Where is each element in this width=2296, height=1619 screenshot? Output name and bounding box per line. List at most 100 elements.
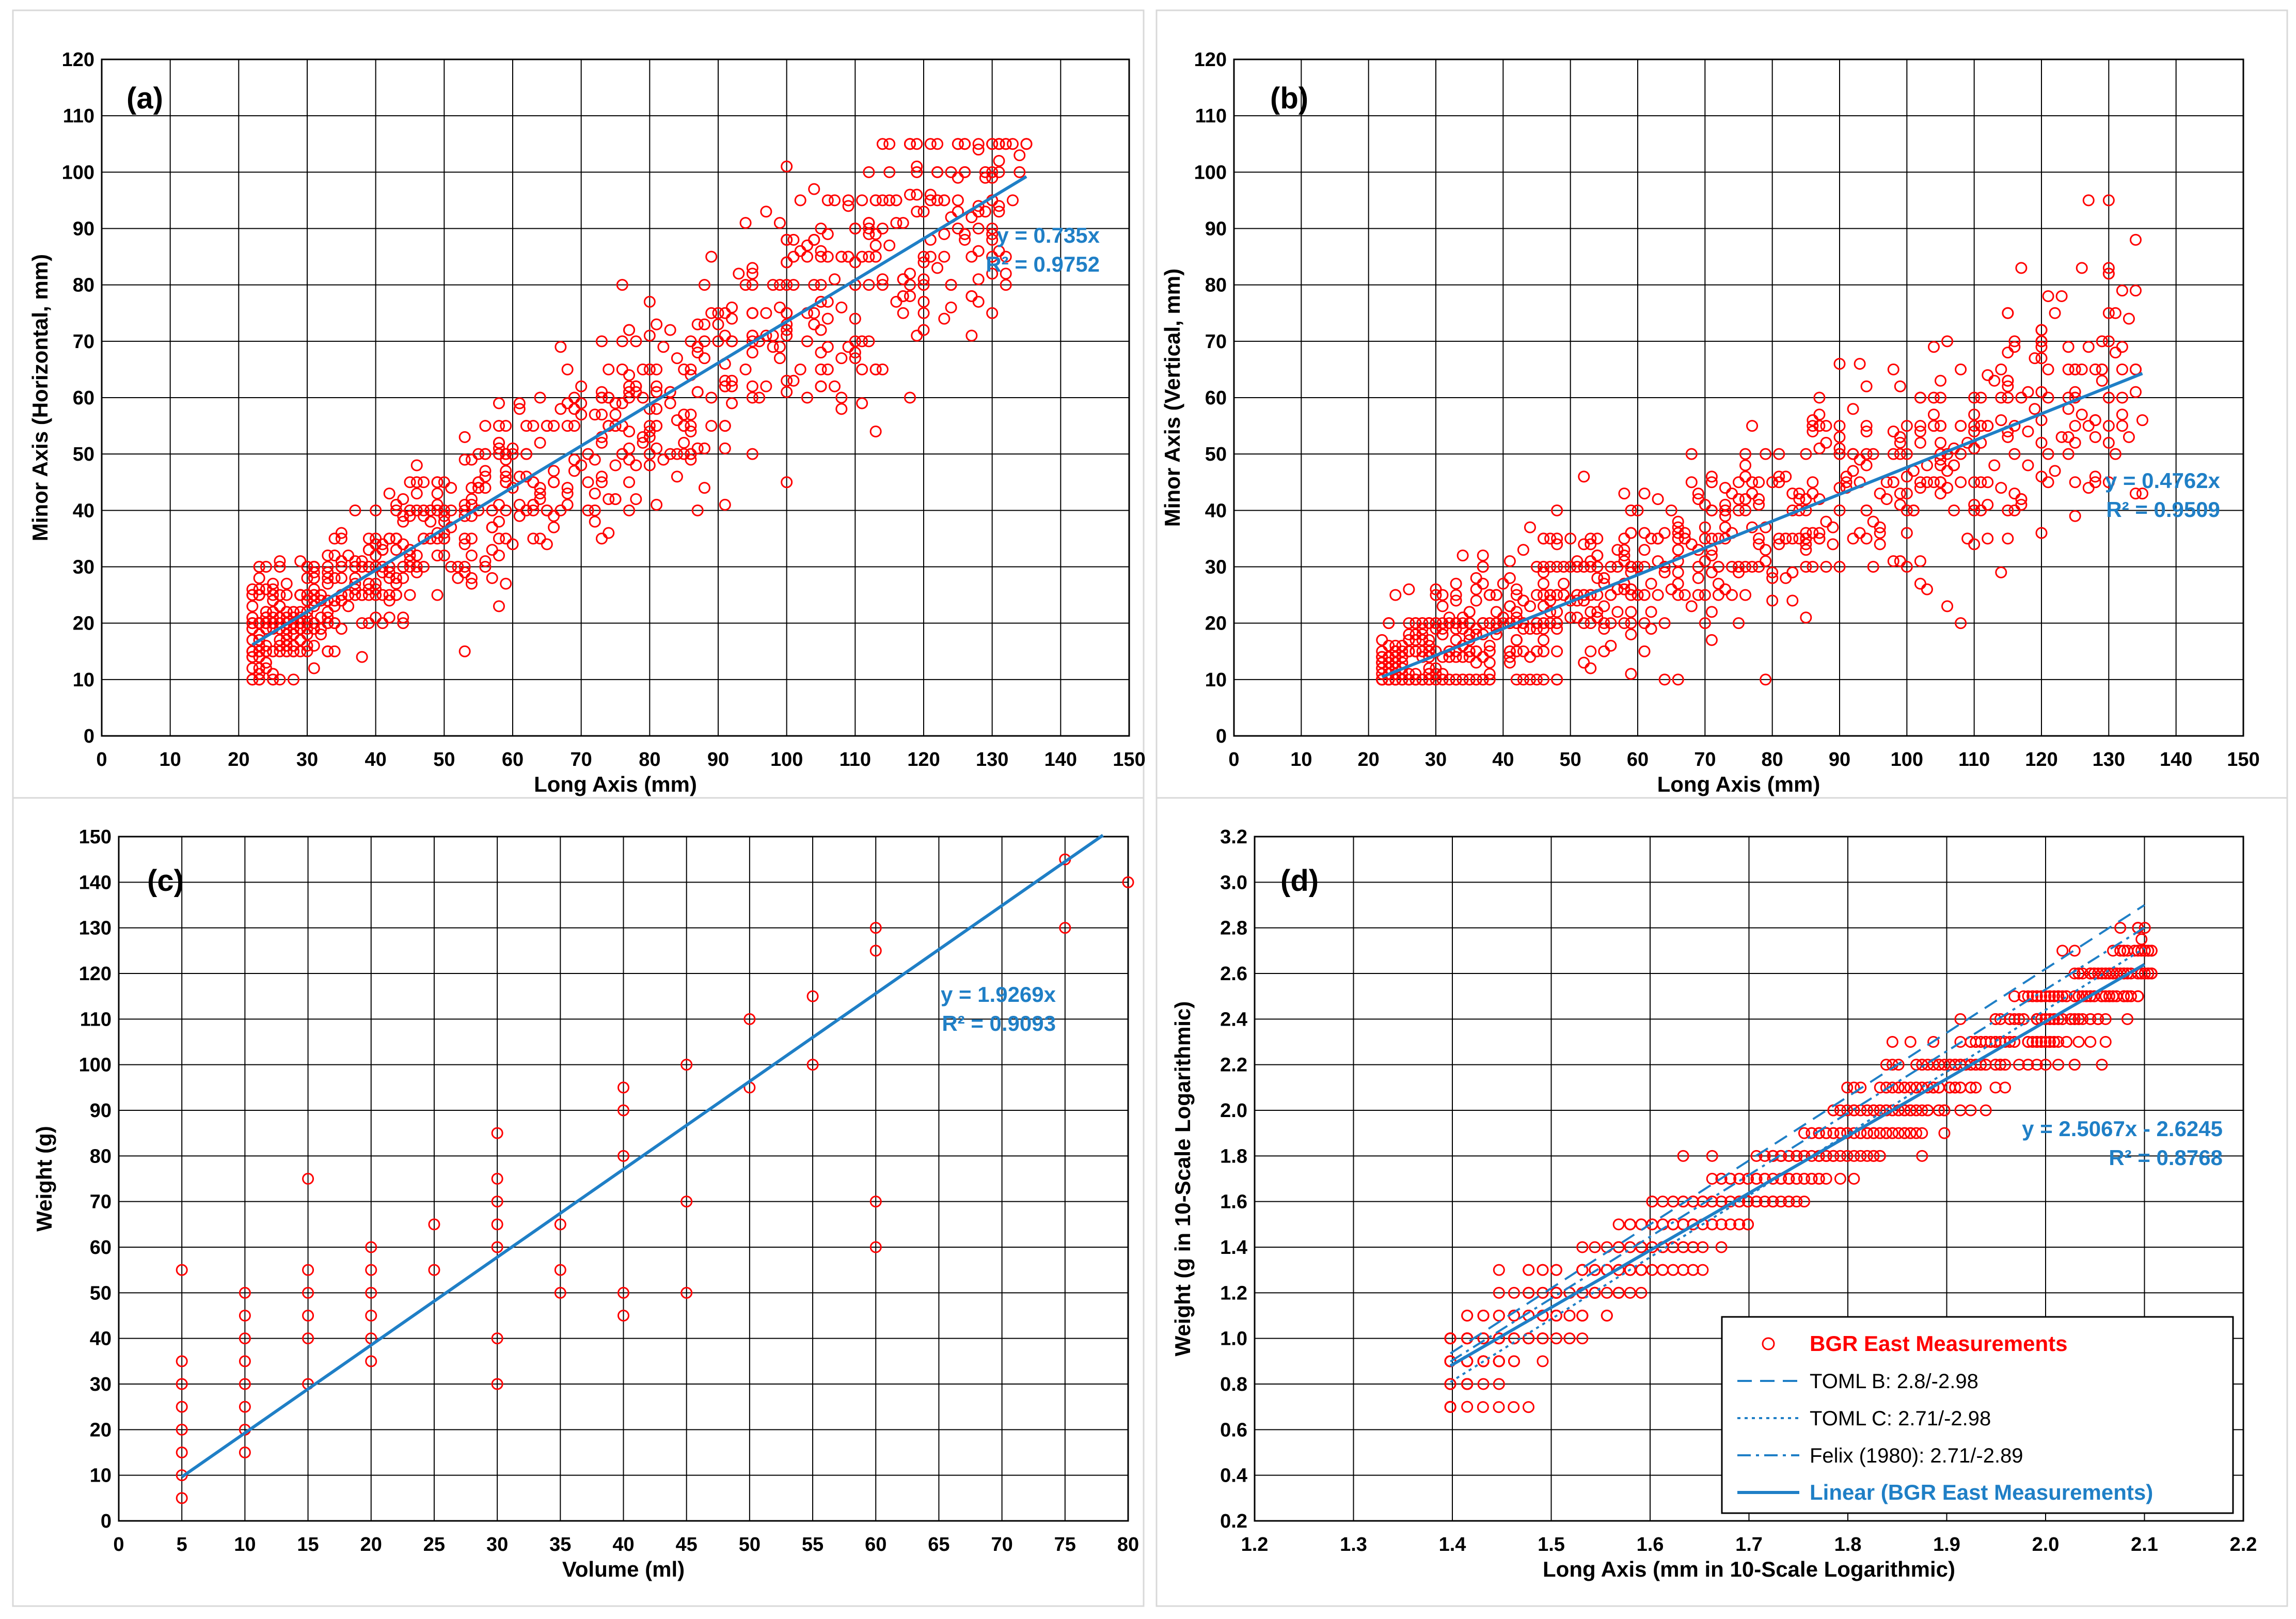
chart-1-data-point	[1544, 561, 1557, 573]
chart-1-data-point	[1598, 572, 1610, 584]
chart-1-data-point	[1719, 498, 1731, 511]
chart-3-data-point	[1841, 1104, 1854, 1117]
chart-1-data-point	[1813, 527, 1826, 539]
chart-1-data-point	[2109, 448, 2121, 460]
chart-2-data-point	[1122, 876, 1134, 888]
chart-1-data-point	[2082, 194, 2095, 207]
chart-0-data-point	[726, 380, 738, 392]
chart-0-data-point	[486, 544, 498, 556]
chart-1-data-point	[1538, 532, 1550, 545]
chart-3-data-point	[2056, 990, 2069, 1002]
chart-2-ytick-label: 30	[90, 1374, 112, 1395]
chart-1-equation: y = 0.4762x	[2105, 468, 2221, 493]
chart-3-data-point	[1706, 1150, 1718, 1162]
chart-3-data-point	[1537, 1332, 1549, 1345]
chart-1-data-point	[2089, 431, 2101, 443]
chart-1-data-point	[1705, 470, 1718, 483]
chart-3-data-point	[1523, 1264, 1535, 1276]
chart-0-data-point	[842, 194, 854, 207]
chart-0-data-point	[897, 290, 909, 302]
chart-1-data-point	[1436, 628, 1449, 640]
chart-1-data-point	[1618, 488, 1630, 500]
chart-3-data-point	[1715, 1241, 1728, 1253]
chart-0-data-point	[561, 420, 574, 432]
chart-3-data-point	[1806, 1173, 1818, 1185]
chart-0-data-point	[821, 363, 834, 375]
chart-0-data-point	[657, 453, 670, 466]
chart-1-data-point	[2116, 285, 2128, 297]
chart-2-ytick-label: 20	[90, 1419, 112, 1441]
chart-3-data-point	[1791, 1196, 1803, 1208]
chart-1-data-point	[1705, 566, 1718, 578]
chart-1-data-point	[2002, 431, 2014, 443]
chart-1-data-point	[1591, 606, 1604, 618]
chart-3-data-point	[2048, 1036, 2060, 1048]
chart-1-data-point	[1376, 673, 1388, 686]
chart-3-data-point	[1834, 1127, 1846, 1139]
chart-0-data-point	[253, 583, 265, 595]
chart-0-data-point	[671, 470, 683, 483]
chart-3-data-point	[2013, 1013, 2025, 1025]
chart-0-data-point	[746, 279, 758, 291]
chart-3-data-point	[1742, 1218, 1754, 1231]
chart-0-data-point	[328, 572, 341, 584]
chart-1-data-point	[2136, 414, 2148, 427]
chart-0-data-point	[561, 488, 574, 500]
chart-1-data-point	[2002, 391, 2014, 404]
chart-3-data-point	[1827, 1150, 1840, 1162]
chart-3-ytick-label: 2.8	[1220, 918, 1247, 939]
chart-1-ytick-label: 0	[1216, 726, 1227, 747]
chart-0-data-point	[746, 391, 758, 404]
chart-1-data-point	[1403, 583, 1415, 595]
chart-0-data-point	[801, 391, 813, 404]
chart-1-data-point	[1766, 566, 1779, 578]
chart-0-data-point	[829, 380, 841, 392]
chart-1-data-point	[1524, 623, 1536, 635]
chart-0-data-point	[589, 488, 601, 500]
chart-3-data-point	[2139, 967, 2151, 980]
chart-0-data-point	[876, 273, 889, 286]
chart-0-data-point	[424, 504, 437, 516]
chart-0-data-point	[671, 448, 683, 460]
chart-1-data-point	[2069, 436, 2081, 449]
chart-1-data-point	[1564, 532, 1577, 545]
chart-3-ytick-label: 0.8	[1220, 1374, 1247, 1395]
chart-0-data-point	[773, 279, 786, 291]
chart-0-data-point	[773, 217, 786, 229]
chart-1-data-point	[1470, 645, 1482, 657]
chart-1-data-point	[1389, 673, 1402, 686]
chart-1-data-point	[1995, 566, 2007, 578]
chart-0-xtick-label: 90	[707, 749, 729, 771]
chart-1-data-point	[1477, 549, 1489, 562]
chart-1-data-point	[1948, 459, 1960, 471]
chart-0-data-point	[458, 431, 471, 443]
chart-0-data-point	[397, 493, 409, 505]
chart-3-data-point	[2052, 1036, 2065, 1048]
chart-1-data-point	[1914, 391, 1926, 404]
chart-1-data-point	[1578, 470, 1590, 483]
chart-1-r-squared: R² = 0.9509	[2106, 497, 2220, 522]
chart-3-ytick-label: 2.4	[1220, 1009, 1247, 1030]
chart-3-data-point	[1994, 1013, 2006, 1025]
chart-3-data-point	[2084, 1013, 2097, 1025]
chart-0-data-point	[815, 380, 827, 392]
chart-3-data-point	[1874, 1081, 1886, 1094]
chart-0-data-point	[458, 538, 471, 551]
chart-0-data-point	[595, 391, 608, 404]
chart-0-data-point	[972, 223, 985, 234]
chart-0-data-point	[294, 589, 307, 601]
chart-3-data-point	[1965, 1104, 1977, 1117]
chart-1-data-point	[1699, 532, 1711, 545]
chart-1-data-point	[1510, 606, 1523, 618]
chart-0-data-point	[527, 532, 540, 545]
chart-2-ytick-label: 50	[90, 1282, 112, 1304]
chart-0-data-point	[959, 166, 971, 178]
chart-0-data-point	[267, 577, 279, 590]
chart-3-data-point	[1841, 1150, 1854, 1162]
chart-0-data-point	[568, 465, 580, 477]
chart-3-data-point	[1550, 1264, 1562, 1276]
chart-1-data-point	[2102, 307, 2115, 319]
chart-1-data-point	[1854, 527, 1866, 539]
chart-1-data-point	[2035, 352, 2048, 365]
chart-0-data-point	[493, 420, 505, 432]
